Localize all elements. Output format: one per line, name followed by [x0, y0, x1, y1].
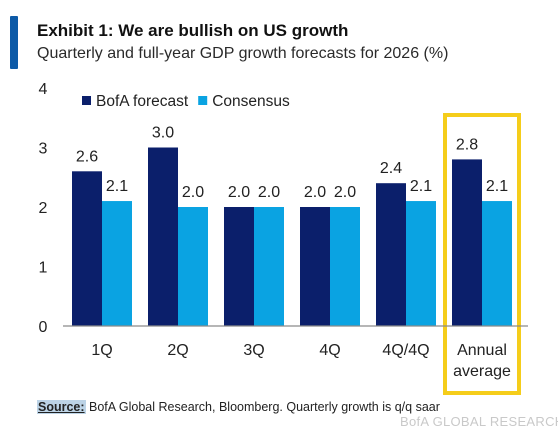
bar-consensus: [406, 201, 436, 326]
x-tick-label: average: [453, 363, 511, 380]
y-tick-label: 0: [39, 319, 48, 336]
y-tick-label: 3: [39, 141, 48, 158]
bar-bofa-forecast: [224, 207, 254, 326]
chart-title: Exhibit 1: We are bullish on US growth: [37, 21, 349, 40]
x-tick-label: 2Q: [167, 342, 188, 359]
y-tick-label: 4: [39, 81, 48, 98]
bar-bofa-forecast: [148, 147, 178, 326]
source-text: BofA Global Research, Bloomberg. Quarter…: [85, 400, 440, 414]
data-label: 2.0: [258, 184, 280, 201]
chart-subtitle: Quarterly and full-year GDP growth forec…: [37, 45, 449, 62]
data-label: 2.0: [228, 184, 250, 201]
source-label: Source:: [37, 400, 86, 414]
legend-swatch: [198, 96, 208, 105]
y-tick-label: 1: [39, 260, 48, 277]
data-label: 3.0: [152, 125, 174, 142]
legend-label: BofA forecast: [96, 93, 189, 110]
accent-bar: [10, 16, 18, 69]
x-tick-label: 1Q: [91, 342, 112, 359]
data-label: 2.4: [380, 160, 402, 177]
data-label: 2.1: [410, 178, 432, 195]
watermark: BofA GLOBAL RESEARCH: [400, 414, 558, 429]
header: Exhibit 1: We are bullish on US growth Q…: [10, 14, 530, 69]
data-label: 2.6: [76, 148, 98, 165]
bar-consensus: [254, 207, 284, 326]
source-note: Source: BofA Global Research, Bloomberg.…: [37, 400, 440, 414]
data-label: 2.0: [304, 184, 326, 201]
bar-consensus: [330, 207, 360, 326]
data-label: 2.8: [456, 136, 478, 153]
legend-swatch: [82, 96, 91, 105]
x-tick-label: Annual: [457, 342, 507, 359]
bar-bofa-forecast: [376, 183, 406, 326]
highlight-box: [443, 113, 521, 395]
x-tick-label: 4Q/4Q: [382, 342, 429, 359]
bar-consensus: [102, 201, 132, 326]
bar-bofa-forecast: [452, 159, 482, 326]
bar-consensus: [178, 207, 208, 326]
bar-consensus: [482, 201, 512, 326]
bar-bofa-forecast: [72, 171, 102, 326]
y-tick-label: 2: [39, 200, 48, 217]
x-tick-label: 3Q: [243, 342, 264, 359]
data-label: 2.0: [334, 184, 356, 201]
legend-label: Consensus: [212, 93, 290, 110]
data-label: 2.1: [106, 178, 128, 195]
data-label: 2.0: [182, 184, 204, 201]
data-label: 2.1: [486, 178, 508, 195]
x-tick-label: 4Q: [319, 342, 340, 359]
bar-bofa-forecast: [300, 207, 330, 326]
